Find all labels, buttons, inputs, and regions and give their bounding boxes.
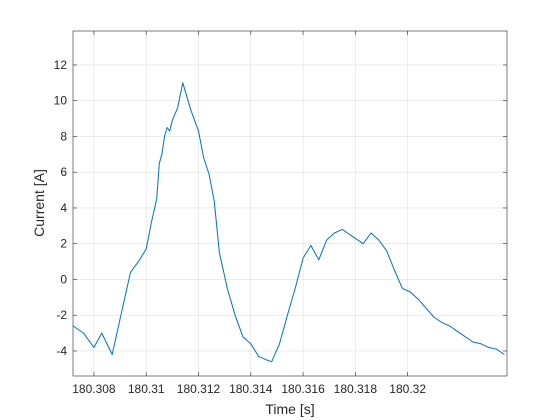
- x-tick-label: 180.32: [389, 382, 426, 396]
- series-line: [72, 82, 505, 363]
- grid-lines: [73, 31, 507, 376]
- x-axis-label: Time [s]: [265, 401, 314, 417]
- x-tick-label: 180.318: [334, 382, 378, 396]
- y-tick-labels: -4 -2 0 2 4 6 8 10 12: [54, 58, 68, 358]
- series-layer: [72, 82, 505, 363]
- x-tick-label: 180.31: [128, 382, 165, 396]
- x-tick-labels: 180.308 180.31 180.312 180.314 180.316 180.31…: [72, 382, 426, 396]
- y-tick-label: 0: [60, 272, 67, 286]
- y-axis-label: Current [A]: [31, 169, 47, 237]
- plot-frame: [72, 30, 508, 377]
- y-tick-label: 8: [60, 129, 67, 143]
- plot-area: [73, 31, 507, 376]
- y-tick-label: 2: [60, 237, 67, 251]
- y-tick-label: 12: [54, 58, 68, 72]
- y-tick-label: 4: [60, 201, 67, 215]
- tick-marks: [73, 31, 507, 376]
- x-tick-label: 180.314: [229, 382, 273, 396]
- y-tick-label: -4: [56, 344, 67, 358]
- y-tick-label: 10: [54, 94, 68, 108]
- y-tick-label: 6: [60, 165, 67, 179]
- x-tick-label: 180.308: [72, 382, 116, 396]
- x-tick-label: 180.316: [281, 382, 325, 396]
- x-tick-label: 180.312: [177, 382, 221, 396]
- y-tick-label: -2: [56, 308, 67, 322]
